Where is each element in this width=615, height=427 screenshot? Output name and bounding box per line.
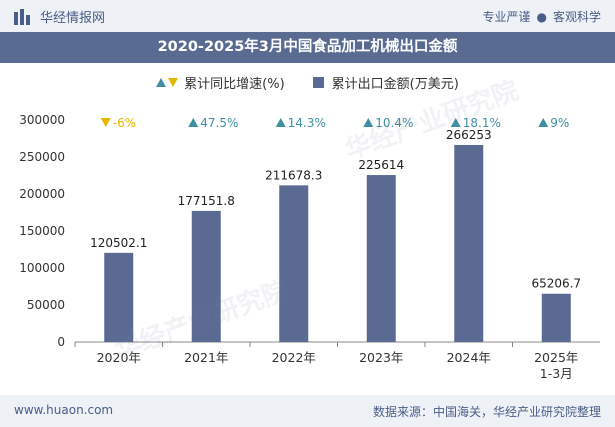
bar-value-label: 225614 xyxy=(358,158,404,172)
chart-legend: 累计同比增速(%) 累计出口金额(万美元) xyxy=(0,71,615,93)
growth-label: 18.1% xyxy=(463,116,501,130)
growth-label: 9% xyxy=(550,116,569,130)
growth-label: -6% xyxy=(113,116,136,130)
growth-up-triangle-icon xyxy=(450,118,461,127)
bar-value-label: 120502.1 xyxy=(90,236,147,250)
x-tick-label: 2022年 xyxy=(272,350,316,365)
tag-objective: 客观科学 xyxy=(552,10,601,24)
footer-source: 数据来源：中国海关，华经产业研究院整理 xyxy=(372,405,601,419)
x-tick-label: 2025年 xyxy=(534,350,578,365)
header-tags: 专业严谨 ● 客观科学 xyxy=(482,8,601,25)
growth-up-triangle-icon xyxy=(538,118,549,127)
bar xyxy=(454,144,484,342)
footer-website[interactable]: www.huaon.com xyxy=(14,403,114,417)
bar-value-label: 266253 xyxy=(446,128,492,142)
y-tick-label: 200000 xyxy=(19,187,65,201)
bar xyxy=(104,252,134,342)
y-tick-label: 250000 xyxy=(19,150,65,164)
growth-down-triangle-icon xyxy=(100,118,111,127)
brand-name: 华经情报网 xyxy=(40,11,106,26)
growth-up-triangle-icon xyxy=(188,118,199,127)
y-tick-label: 150000 xyxy=(19,224,65,238)
x-tick-label: 2024年 xyxy=(447,350,491,365)
growth-label: 47.5% xyxy=(200,116,238,130)
top-bar: 华经情报网 专业严谨 ● 客观科学 xyxy=(0,0,615,32)
bar xyxy=(366,175,396,342)
x-tick-label: 2021年 xyxy=(184,350,228,365)
footer: www.huaon.com 数据来源：中国海关，华经产业研究院整理 xyxy=(0,395,615,427)
x-tick-label: 2020年 xyxy=(97,350,141,365)
growth-label: 10.4% xyxy=(375,116,413,130)
bar-value-label: 65206.7 xyxy=(531,277,581,291)
bar-value-label: 177151.8 xyxy=(178,194,235,208)
bar-value-label: 211678.3 xyxy=(265,168,322,182)
tag-professional: 专业严谨 xyxy=(482,10,531,24)
y-tick-label: 0 xyxy=(57,335,65,349)
x-tick-label: 1-3月 xyxy=(540,366,573,381)
bar-swatch-icon xyxy=(312,76,324,88)
x-tick-label: 2023年 xyxy=(359,350,403,365)
legend-item-amount[interactable]: 累计出口金额(万美元) xyxy=(312,73,459,92)
growth-up-triangle-icon xyxy=(275,118,286,127)
y-tick-label: 300000 xyxy=(19,113,65,127)
bar-chart: 0 50000 100000 150000 200000 250000 300000 1205… xyxy=(19,113,600,381)
y-tick-label: 100000 xyxy=(19,261,65,275)
tag-separator-dot: ● xyxy=(536,9,547,24)
legend-amount-label: 累计出口金额(万美元) xyxy=(331,76,459,92)
growth-label: 14.3% xyxy=(288,116,326,130)
bar xyxy=(279,185,309,342)
legend-growth-label: 累计同比增速(%) xyxy=(184,76,285,92)
y-tick-label: 50000 xyxy=(27,298,65,312)
up-down-triangle-icon xyxy=(156,78,179,87)
legend-item-growth[interactable]: 累计同比增速(%) xyxy=(156,73,285,92)
growth-up-triangle-icon xyxy=(363,118,374,127)
bar xyxy=(191,210,221,342)
brand-logo-icon xyxy=(14,8,30,25)
bar xyxy=(541,293,571,342)
chart-title: 2020-2025年3月中国食品加工机械出口金额 xyxy=(0,32,615,63)
brand[interactable]: 华经情报网 xyxy=(14,7,105,26)
